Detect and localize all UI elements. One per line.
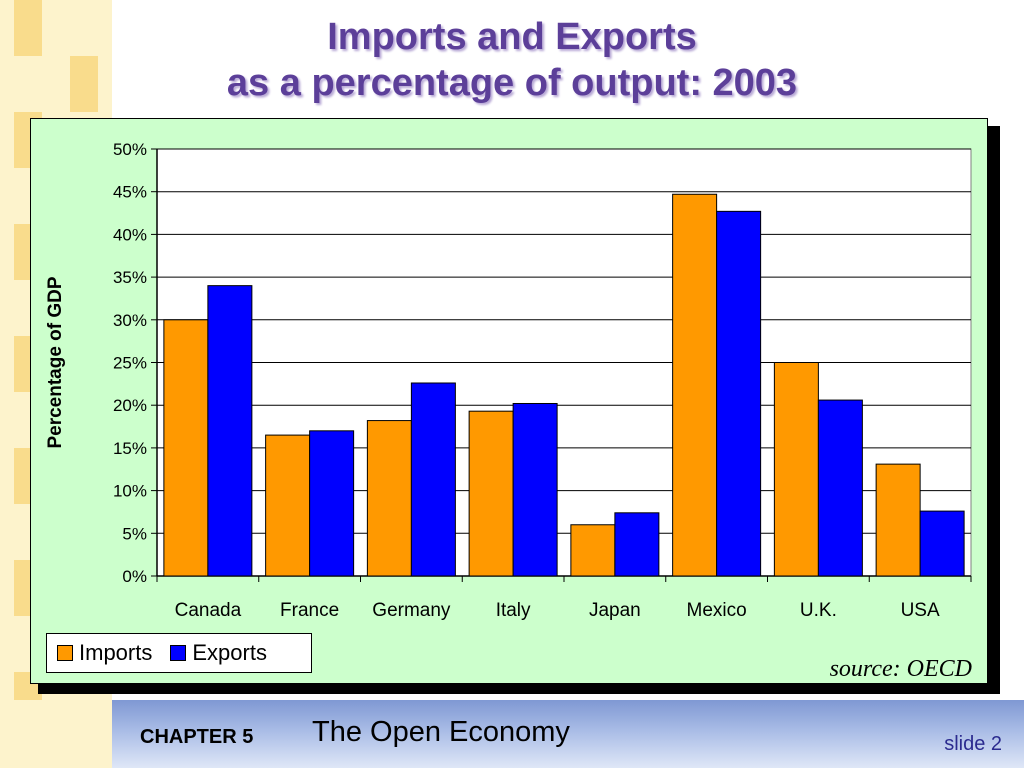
y-tick-label: 10% xyxy=(113,482,147,501)
bar-imports-japan xyxy=(570,524,616,577)
y-axis-label: Percentage of GDP xyxy=(45,276,66,448)
y-tick-label: 30% xyxy=(113,311,147,330)
bar-exports-mexico xyxy=(716,210,762,577)
y-tick-label: 35% xyxy=(113,268,147,287)
legend-label-exports: Exports xyxy=(192,640,267,665)
bar-imports-mexico xyxy=(672,193,718,577)
bar-exports-canada xyxy=(207,285,253,577)
bar-exports-france xyxy=(309,430,355,577)
y-tick-label: 15% xyxy=(113,439,147,458)
legend-swatch-imports xyxy=(57,645,73,661)
y-tick-label: 5% xyxy=(122,524,147,543)
bar-imports-usa xyxy=(875,463,921,577)
decorative-square xyxy=(14,0,42,56)
chapter-label: CHAPTER 5 xyxy=(140,726,254,748)
bar-imports-uk xyxy=(773,362,819,577)
slide-number: slide 2 xyxy=(944,733,1002,755)
bar-exports-usa xyxy=(919,510,965,577)
slide-title: Imports and Exports as a percentage of o… xyxy=(0,14,1024,106)
x-tick-label: France xyxy=(280,600,339,621)
footer-bar xyxy=(112,700,1024,768)
y-tick-label: 45% xyxy=(113,183,147,202)
x-tick-label: Mexico xyxy=(687,600,747,621)
chart-panel: 0% 5% 10% 15% 20% 25% 30% 35% 40% 45% 50% Canada Fra… xyxy=(30,118,988,684)
chapter-title: The Open Economy xyxy=(312,716,570,748)
bar-chart: 0% 5% 10% 15% 20% 25% 30% 35% 40% 45% 50% Canada Fra… xyxy=(45,140,972,621)
y-tick-label: 0% xyxy=(122,567,147,586)
bar-imports-france xyxy=(265,434,311,577)
x-tick-label: Canada xyxy=(175,600,242,621)
x-tick-label: USA xyxy=(901,600,940,621)
bar-imports-italy xyxy=(468,410,514,577)
x-tick-label: Germany xyxy=(372,600,451,621)
bar-imports-canada xyxy=(163,319,209,577)
legend-swatch-exports xyxy=(170,645,187,661)
y-tick-label: 20% xyxy=(113,396,147,415)
x-tick-label: Italy xyxy=(496,600,531,621)
title-line-1: Imports and Exports xyxy=(327,16,697,58)
legend-item-exports: Exports xyxy=(170,640,267,666)
chart-legend: Imports Exports xyxy=(46,633,312,673)
bar-exports-japan xyxy=(614,512,660,577)
x-tick-label: U.K. xyxy=(800,600,837,621)
y-tick-label: 50% xyxy=(113,140,147,159)
y-tick-label: 25% xyxy=(113,354,147,373)
source-note: source: OECD xyxy=(829,656,972,682)
bar-exports-uk xyxy=(817,399,863,577)
legend-label-imports: Imports xyxy=(79,640,153,665)
y-tick-label: 40% xyxy=(113,225,147,244)
x-tick-label: Japan xyxy=(589,600,641,621)
legend-item-imports: Imports xyxy=(57,640,152,666)
title-line-2: as a percentage of output: 2003 xyxy=(226,62,798,104)
bar-exports-italy xyxy=(512,402,558,577)
decorative-square xyxy=(70,56,98,112)
footer-left-fill xyxy=(0,700,112,768)
bar-exports-germany xyxy=(410,382,456,577)
bar-imports-germany xyxy=(366,420,412,577)
